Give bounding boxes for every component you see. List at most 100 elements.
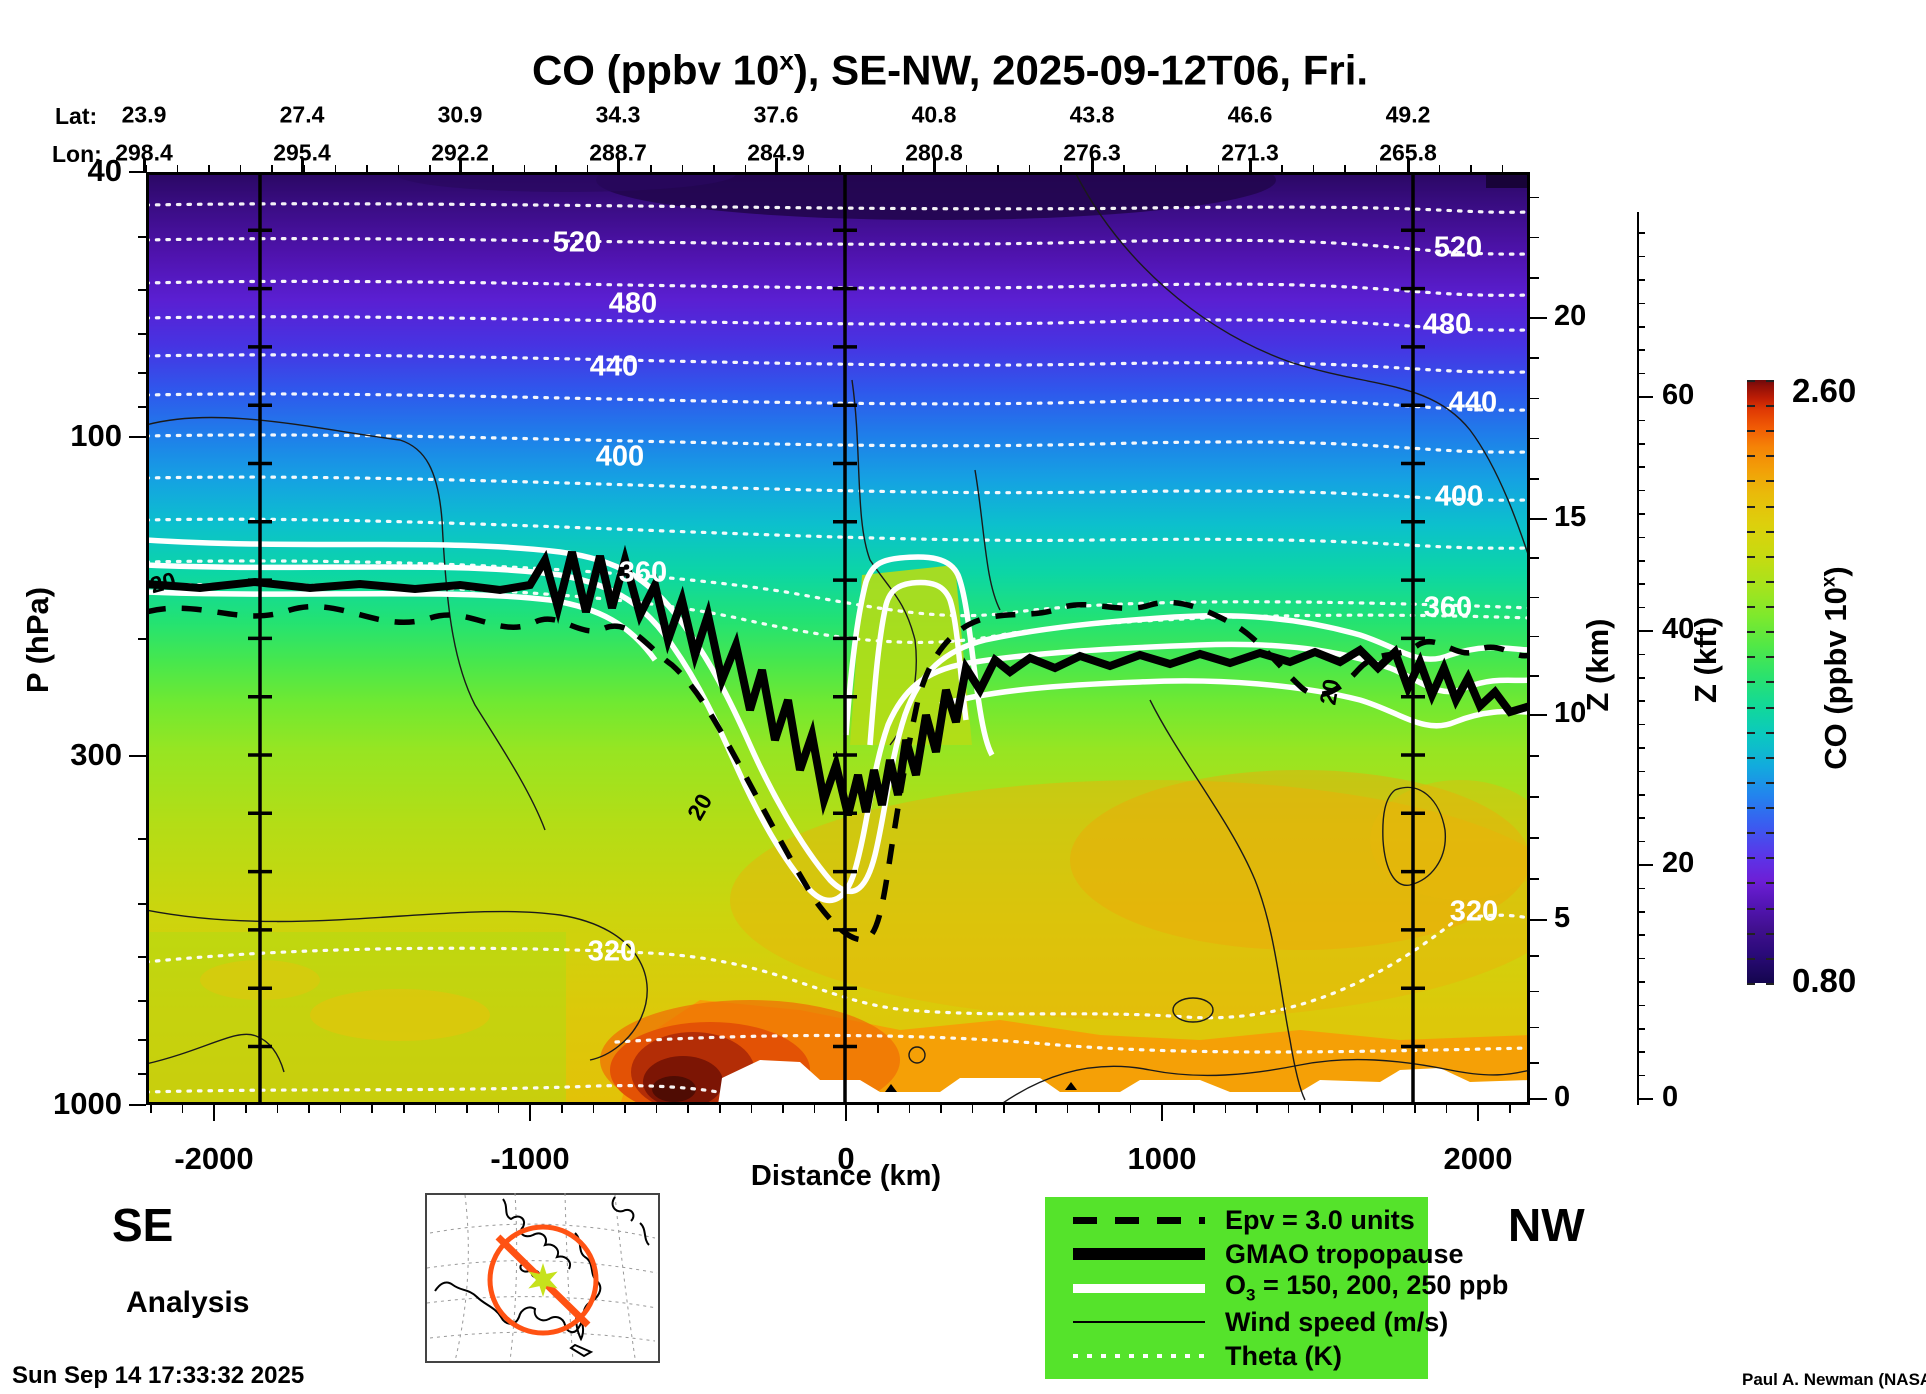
zkm-minor-tick xyxy=(1530,755,1539,757)
colorbar-tick xyxy=(1766,505,1774,508)
lat-value: 43.8 xyxy=(1069,101,1115,128)
colorbar-tick xyxy=(1766,706,1774,709)
colorbar-tick xyxy=(1766,857,1774,860)
lat-value: 46.6 xyxy=(1227,101,1273,128)
top-axis-minor-tick xyxy=(1344,165,1346,172)
colorbar-tick xyxy=(1747,857,1755,860)
colorbar-tick xyxy=(1747,907,1755,910)
top-axis-minor-tick xyxy=(902,165,904,172)
legend-item: Theta (K) xyxy=(1045,1339,1428,1373)
zkft-minor-tick xyxy=(1637,840,1645,843)
timestamp: Sun Sep 14 17:33:32 2025 xyxy=(12,1362,305,1389)
zkft-tick-label: 0 xyxy=(1662,1081,1679,1113)
zkm-minor-tick xyxy=(1530,675,1539,677)
zkft-major-tick xyxy=(1637,863,1653,867)
legend-item: GMAO tropopause xyxy=(1045,1237,1464,1271)
legend-item: Epv = 3.0 units xyxy=(1045,1203,1428,1237)
colorbar-tick xyxy=(1766,756,1774,759)
colorbar-tick xyxy=(1747,982,1755,985)
top-axis-major-tick xyxy=(143,158,146,172)
top-axis-major-tick xyxy=(617,158,620,172)
colorbar-tick xyxy=(1747,731,1755,734)
pressure-minor-tick xyxy=(138,1039,146,1041)
colorbar-tick xyxy=(1747,781,1755,784)
pressure-major-tick xyxy=(129,170,146,174)
distance-minor-tick xyxy=(782,1105,784,1113)
legend-line-sample-dashed-black xyxy=(1073,1216,1205,1224)
top-axis-minor-tick xyxy=(1281,165,1283,172)
top-axis-minor-tick xyxy=(1186,165,1188,172)
lat-row-label: Lat: xyxy=(55,103,98,129)
terrain-speck xyxy=(885,1084,897,1092)
colorbar-max: 2.60 xyxy=(1792,372,1857,409)
zkft-minor-tick xyxy=(1637,677,1645,679)
colorbar-label-suffix: ) xyxy=(1818,566,1853,577)
theta-contour-label: 320 xyxy=(587,935,637,968)
top-axis-minor-tick xyxy=(1060,165,1062,172)
distance-minor-tick xyxy=(434,1105,437,1113)
pressure-minor-tick xyxy=(138,1073,146,1075)
legend-item-label-part: = 150, 200, 250 ppb xyxy=(1255,1270,1509,1301)
distance-minor-tick xyxy=(1382,1105,1385,1113)
colorbar-tick xyxy=(1747,807,1755,810)
distance-minor-tick xyxy=(1287,1105,1290,1113)
zkft-minor-tick xyxy=(1637,957,1645,960)
zkft-minor-tick xyxy=(1637,326,1645,328)
wind-speed-contours xyxy=(146,172,1530,1105)
top-axis-minor-tick xyxy=(145,165,147,172)
top-axis-minor-tick xyxy=(965,165,968,172)
zkm-minor-tick xyxy=(1530,557,1539,559)
colorbar-tick xyxy=(1747,505,1755,508)
zkft-major-tick xyxy=(1637,395,1653,399)
top-axis-minor-tick xyxy=(1438,165,1441,172)
lat-value: 40.8 xyxy=(911,101,957,128)
distance-minor-tick xyxy=(1445,1105,1448,1113)
zkm-tick-label: 15 xyxy=(1554,501,1587,533)
analysis-label: Analysis xyxy=(126,1286,250,1319)
top-axis-minor-tick xyxy=(776,165,778,172)
pressure-minor-tick xyxy=(138,289,146,291)
zkft-minor-tick xyxy=(1637,302,1645,305)
distance-minor-tick xyxy=(687,1105,689,1113)
top-axis-minor-tick xyxy=(1249,165,1251,172)
pressure-tick-label: 100 xyxy=(70,418,122,453)
distance-minor-tick xyxy=(1509,1105,1511,1113)
pressure-major-tick xyxy=(129,435,146,439)
lat-value: 30.9 xyxy=(437,101,483,128)
colorbar-min: 0.80 xyxy=(1792,962,1857,999)
zkft-minor-tick xyxy=(1637,653,1645,656)
zkft-minor-tick xyxy=(1637,887,1645,890)
colorbar-label: CO (ppbv 10x) xyxy=(1818,566,1854,770)
distance-major-tick xyxy=(844,1105,848,1121)
zkm-tick-label: 5 xyxy=(1554,902,1571,934)
theta-contour-label: 320 xyxy=(1449,895,1499,928)
zkft-minor-tick xyxy=(1637,255,1645,258)
pressure-minor-tick xyxy=(138,236,146,238)
colorbar-tick xyxy=(1766,631,1774,634)
zkm-tick-label: 0 xyxy=(1554,1081,1571,1113)
colorbar-tick xyxy=(1766,882,1774,885)
colorbar-tick xyxy=(1747,631,1755,634)
colorbar-tick xyxy=(1747,656,1755,659)
zkft-minor-tick xyxy=(1637,981,1645,983)
colorbar-tick xyxy=(1766,455,1774,458)
zkm-minor-tick xyxy=(1530,1062,1539,1064)
legend-item-label: Theta (K) xyxy=(1225,1340,1342,1371)
zkm-minor-tick xyxy=(1530,1026,1539,1029)
distance-minor-tick xyxy=(1066,1105,1069,1113)
zkm-minor-tick xyxy=(1530,397,1539,400)
distance-minor-tick xyxy=(1129,1105,1132,1113)
pressure-minor-tick xyxy=(138,956,146,958)
zkft-minor-tick xyxy=(1637,911,1645,913)
top-axis-minor-tick xyxy=(1375,165,1378,172)
zkm-minor-tick xyxy=(1530,357,1539,359)
top-axis-minor-tick xyxy=(1028,165,1031,172)
colorbar-tick xyxy=(1747,606,1755,609)
zkm-major-tick xyxy=(1530,517,1547,521)
zkft-minor-tick xyxy=(1637,1004,1645,1007)
zkm-minor-tick xyxy=(1530,796,1539,798)
colorbar-tick xyxy=(1766,530,1774,533)
map-location-star xyxy=(528,1263,558,1297)
zkft-minor-tick xyxy=(1637,489,1645,492)
zkm-minor-tick xyxy=(1530,837,1539,839)
